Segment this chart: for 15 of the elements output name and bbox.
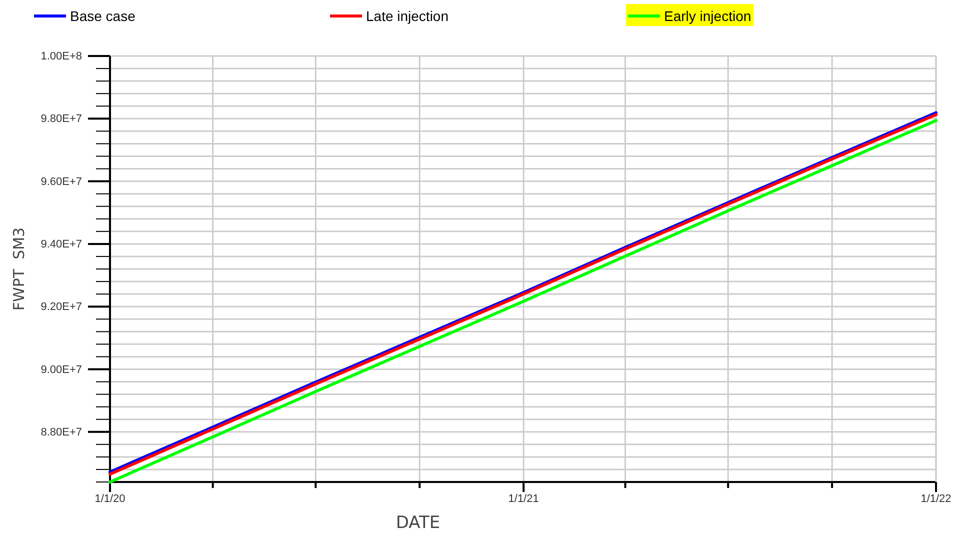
x-tick-label: 1/1/22 [920, 492, 952, 505]
legend-label: Late injection [366, 8, 449, 24]
y-tick-label: 9.40E+7 [40, 238, 82, 250]
x-tick-label: 1/1/21 [508, 492, 539, 505]
y-tick-label: 1.00E+8 [40, 50, 82, 63]
y-tick-label: 9.00E+7 [40, 364, 82, 376]
legend-label: Early injection [664, 8, 752, 24]
y-tick-label: 8.80E+7 [40, 426, 82, 438]
y-tick-label: 9.60E+7 [40, 176, 82, 188]
x-axis-title: DATE [396, 513, 440, 533]
x-tick-label: 1/1/20 [94, 492, 126, 505]
legend-label: Base case [70, 8, 136, 24]
y-axis-title: FWPT SM3 [10, 227, 28, 311]
y-tick-label: 9.20E+7 [40, 301, 82, 314]
y-tick-label: 9.80E+7 [40, 113, 82, 126]
